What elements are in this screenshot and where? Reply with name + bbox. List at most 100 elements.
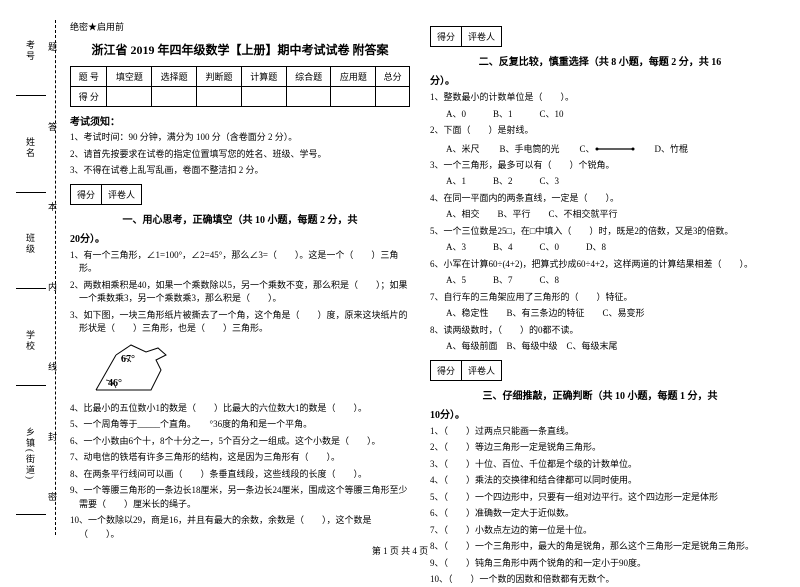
- choice-options: A、1 B、2 C、3: [446, 175, 770, 189]
- choice-options: A、每级前面 B、每级中级 C、每级末尾: [446, 340, 770, 354]
- score-head: 应用题: [331, 67, 376, 87]
- fill-question: 6、一个小数由6个十，8个十分之一，5个百分之一组成。这个小数是（ ）。: [70, 435, 410, 449]
- choice-question: 2、下面（ ）是射线。: [430, 124, 770, 138]
- choice-options: A、稳定性 B、有三条边的特征 C、易变形: [446, 307, 770, 321]
- section-2-cont: 分）。: [430, 72, 770, 87]
- score-head: 计算题: [241, 67, 286, 87]
- spine-field-school: 学校: [16, 330, 46, 386]
- fill-question: 4、比最小的五位数小1的数是（ ）比最大的六位数大1的数是（ ）。: [70, 402, 410, 416]
- opt-c: C、: [580, 142, 635, 155]
- score-head: 题 号: [71, 67, 107, 87]
- fill-question: 1、有一个三角形，∠1=100°，∠2=45°，那么∠3=（ ）。这是一个（ ）…: [70, 249, 410, 276]
- seal-mark: 封: [48, 430, 57, 443]
- spine-underline: [16, 356, 46, 386]
- score-header-row: 题 号 填空题 选择题 判断题 计算题 综合题 应用题 总分: [71, 67, 410, 87]
- notice-header: 考试须知：: [70, 113, 410, 128]
- section-2-title: 二、反复比较，慎重选择（共 8 小题，每题 2 分，共 16: [430, 53, 770, 68]
- choice-options: A、0 B、1 C、10: [446, 108, 770, 122]
- section-3-title: 三、仔细推敲，正确判断（共 10 小题，每题 1 分，共: [430, 387, 770, 402]
- grader-box: 得分 评卷人: [430, 360, 770, 381]
- fill-question: 7、动电信的铁塔有许多三角形的结构，这是因为三角形有（ ）。: [70, 451, 410, 465]
- left-column: 绝密★启用前 浙江省 2019 年四年级数学【上册】期中考试试卷 附答案 题 号…: [60, 20, 420, 535]
- notice-item: 3、不得在试卷上乱写乱画，卷面不整洁扣 2 分。: [70, 164, 410, 178]
- binding-spine: 考号 姓名 班级 学校 乡镇(街道): [8, 20, 53, 535]
- choice-question: 5、一个三位数是25□，在□中填入（ ）时，既是2的倍数，又是3的倍数。: [430, 225, 770, 239]
- opt-d: D、竹棍: [655, 142, 689, 155]
- choice-options: A、3 B、4 C、0 D、8: [446, 241, 770, 255]
- triangle-figure: 67° 46°: [86, 340, 410, 398]
- page-content: 绝密★启用前 浙江省 2019 年四年级数学【上册】期中考试试卷 附答案 题 号…: [0, 0, 800, 565]
- choice-question: 1、整数最小的计数单位是（ ）。: [430, 91, 770, 105]
- grader-box: 得分 评卷人: [70, 184, 410, 205]
- fill-question: 10、一个数除以29，商是16，并且有最大的余数，余数是（ ），这个数是（ ）。: [70, 514, 410, 541]
- judge-question: 7、（ ）小数点左边的第一位是十位。: [430, 524, 770, 538]
- notice-item: 1、考试时间：90 分钟，满分为 100 分（含卷面分 2 分）。: [70, 131, 410, 145]
- spine-label: 考号: [24, 40, 37, 62]
- choice-question: 3、一个三角形，最多可以有（ ）个锐角。: [430, 159, 770, 173]
- choice-question: 7、自行车的三角架应用了三角形的（ ）特征。: [430, 291, 770, 305]
- score-head: 选择题: [152, 67, 197, 87]
- grader-score: 得分: [430, 360, 462, 381]
- right-column: 得分 评卷人 二、反复比较，慎重选择（共 8 小题，每题 2 分，共 16 分）…: [420, 20, 780, 535]
- section-1-title: 一、用心思考，正确填空（共 10 小题，每题 2 分，共: [70, 211, 410, 226]
- judge-question: 5、（ ）一个四边形中，只要有一组对边平行。这个四边形一定是体形: [430, 491, 770, 505]
- opt-b: B、手电筒的光: [500, 142, 560, 155]
- spine-label: 姓名: [24, 137, 37, 159]
- choice-options-graphic: A、米尺 B、手电筒的光 C、 D、竹棍: [446, 142, 770, 155]
- score-table: 题 号 填空题 选择题 判断题 计算题 综合题 应用题 总分 得 分: [70, 66, 410, 107]
- grader-box: 得分 评卷人: [430, 26, 770, 47]
- notice-item: 2、请首先按要求在试卷的指定位置填写您的姓名、班级、学号。: [70, 148, 410, 162]
- seal-mark: 题: [48, 40, 57, 53]
- seal-mark: 内: [48, 280, 57, 293]
- secret-label: 绝密★启用前: [70, 20, 410, 33]
- spine-field-class: 班级: [16, 233, 46, 289]
- choice-question: 4、在同一平面内的两条直线，一定是（ ）。: [430, 192, 770, 206]
- angle-label-2: 46°: [108, 378, 122, 389]
- score-cell[interactable]: [376, 87, 410, 107]
- spine-field-id: 考号: [16, 40, 46, 96]
- judge-question: 4、（ ）乘法的交换律和结合律都可以同时使用。: [430, 474, 770, 488]
- spine-underline: [16, 66, 46, 96]
- score-head: 总分: [376, 67, 410, 87]
- spine-underline: [16, 485, 46, 515]
- score-cell[interactable]: [107, 87, 152, 107]
- grader-score: 得分: [430, 26, 462, 47]
- judge-question: 1、（ ）过两点只能画一条直线。: [430, 425, 770, 439]
- fill-question: 3、如下图，一块三角形纸片被撕去了一个角，这个角是（ ）度，原来这块纸片的形状是…: [70, 309, 410, 336]
- spine-underline: [16, 163, 46, 193]
- score-cell[interactable]: [197, 87, 242, 107]
- grader-name: 评卷人: [462, 26, 502, 47]
- choice-question: 6、小军在计算60÷(4+2)，把算式抄成60÷4+2，这样两道的计算结果相差（…: [430, 258, 770, 272]
- score-cell[interactable]: [241, 87, 286, 107]
- choice-question: 8、读两级数时，（ ）的0都不读。: [430, 324, 770, 338]
- score-head: 判断题: [197, 67, 242, 87]
- spine-underline: [16, 259, 46, 289]
- fill-question: 9、一个等腰三角形的一条边长18厘米，另一条边长24厘米，围成这个等腰三角形至少…: [70, 484, 410, 511]
- page-footer: 第 1 页 共 4 页: [0, 544, 800, 557]
- spine-field-name: 姓名: [16, 137, 46, 193]
- exam-title: 浙江省 2019 年四年级数学【上册】期中考试试卷 附答案: [70, 41, 410, 58]
- grader-name: 评卷人: [462, 360, 502, 381]
- seal-mark: 本: [48, 200, 57, 213]
- judge-question: 10、（ ）一个数的因数和倍数都有无数个。: [430, 573, 770, 587]
- spine-label: 班级: [24, 233, 37, 255]
- fill-question: 8、在两条平行线间可以画（ ）条垂直线段，这些线段的长度（ ）。: [70, 468, 410, 482]
- score-cell[interactable]: [331, 87, 376, 107]
- seal-mark: 线: [48, 360, 57, 373]
- score-cell[interactable]: [152, 87, 197, 107]
- choice-options: A、相交 B、平行 C、不相交就平行: [446, 208, 770, 222]
- spine-field-town: 乡镇(街道): [16, 427, 46, 515]
- torn-triangle-svg: 67° 46°: [86, 340, 176, 395]
- judge-question: 9、（ ）钝角三角形中两个锐角的和一定小于90度。: [430, 557, 770, 571]
- judge-question: 2、（ ）等边三角形一定是锐角三角形。: [430, 441, 770, 455]
- judge-question: 6、（ ）准确数一定大于近似数。: [430, 507, 770, 521]
- judge-question: 3、（ ）十位、百位、千位都是个级的计数单位。: [430, 458, 770, 472]
- segment-icon: [595, 144, 635, 154]
- spine-label: 乡镇(街道): [24, 427, 37, 481]
- seal-line: [55, 20, 56, 535]
- section-3-cont: 10分）。: [430, 406, 770, 421]
- seal-mark: 密: [48, 490, 57, 503]
- score-cell[interactable]: [286, 87, 331, 107]
- section-1-cont: 20分）。: [70, 230, 410, 245]
- score-value-row: 得 分: [71, 87, 410, 107]
